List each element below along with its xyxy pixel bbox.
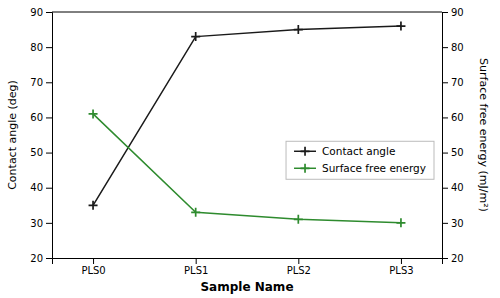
tick-label: 20 [30,253,43,264]
tick-mark [442,82,448,83]
tick-label: 80 [30,42,43,53]
plot: PLS0 PLS1 PLS2 PLS3 20 30 40 50 60 70 80 90 20 30 40 50… [6,7,490,294]
tick-mark [46,188,52,189]
tick-mark [46,153,52,154]
tick: 60 [30,112,52,123]
tick-label: PLS0 [81,265,105,276]
tick-label: 90 [30,7,43,18]
tick-mark [442,47,448,48]
tick-mark [46,47,52,48]
tick: 20 [30,253,52,264]
tick-label: PLS3 [389,265,413,276]
marker [396,218,405,227]
frame [52,12,442,13]
tick-mark [442,258,448,259]
tick-label: 50 [451,147,464,158]
marker [396,22,405,31]
marker [89,201,98,210]
tick-label: 20 [451,253,464,264]
tick: PLS3 [389,258,413,276]
marker [191,32,200,41]
tick: 30 [442,218,464,229]
tick-mark [46,117,52,118]
legend-label: Surface free energy [322,162,426,174]
tick: 40 [442,182,464,193]
tick-label: 70 [30,77,43,88]
marker [294,215,303,224]
tick-label: PLS1 [184,265,208,276]
tick: 70 [442,77,464,88]
tick-mark [442,223,448,224]
tick: PLS2 [287,258,311,276]
y2-axis: 20 30 40 50 60 70 80 90 [442,7,464,264]
legend: Contact angle Surface free energy [286,141,434,179]
tick-label: 70 [451,77,464,88]
tick: 50 [442,147,464,158]
tick-label: 60 [30,112,43,123]
tick-mark [46,12,52,13]
x-axis: PLS0 PLS1 PLS2 PLS3 [53,258,443,276]
legend-box [286,141,434,179]
tick: 90 [442,7,464,18]
tick-mark [298,258,299,264]
tick: 80 [30,42,52,53]
axis-line [46,13,53,259]
tick-mark [442,188,448,189]
legend-item: Contact angle [294,145,395,157]
tick-label: PLS2 [287,265,311,276]
tick: PLS1 [184,258,208,276]
tick-label: 60 [451,112,464,123]
tick-label: 50 [30,147,43,158]
y-axis: 20 30 40 50 60 70 80 90 [30,7,52,264]
tick-label: 80 [451,42,464,53]
tick-label: 90 [451,7,464,18]
y2-axis-title: Surface free energy (mJ/m²) [477,58,490,212]
tick-label: 30 [30,218,43,229]
axis-line [443,13,449,259]
tick: 90 [30,7,52,18]
tick-mark [46,258,52,259]
tick: 70 [30,77,52,88]
marker [89,109,98,118]
tick-mark [196,258,197,264]
marker [191,208,200,217]
tick-mark [46,82,52,83]
tick-mark [401,258,402,264]
legend-marker [301,147,310,156]
tick-label: 40 [30,182,43,193]
tick: 60 [442,112,464,123]
legend-item: Surface free energy [294,162,426,174]
y-axis-title: Contact angle (deg) [6,80,19,190]
tick: 40 [30,182,52,193]
tick: 50 [30,147,52,158]
tick-mark [442,153,448,154]
marks [89,22,406,228]
tick: 30 [30,218,52,229]
tick-label: 30 [451,218,464,229]
chart: PLS0 PLS1 PLS2 PLS3 20 30 40 50 60 70 80 90 20 30 40 50… [0,0,500,298]
tick-label: 40 [451,182,464,193]
tick: 80 [442,42,464,53]
axis-line [53,259,443,265]
marker [294,25,303,34]
tick-mark [46,223,52,224]
tick-mark [93,258,94,264]
x-axis-title: Sample Name [200,280,293,294]
tick: PLS0 [81,258,105,276]
tick-mark [442,12,448,13]
tick: 20 [442,253,464,264]
legend-marker [301,164,310,173]
legend-label: Contact angle [322,145,395,157]
tick-mark [442,117,448,118]
